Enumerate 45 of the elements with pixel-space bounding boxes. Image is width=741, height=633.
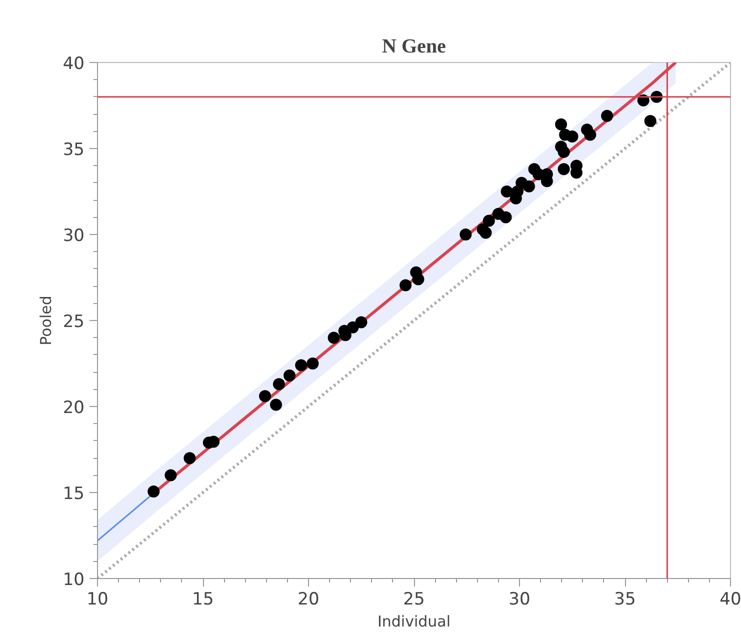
point — [328, 332, 340, 344]
point — [259, 390, 272, 402]
point — [164, 469, 177, 482]
x-axis-title: Individual — [377, 612, 451, 630]
x-tick-label: 35 — [614, 590, 636, 610]
x-tick-label: 25 — [403, 590, 425, 610]
y-tick-label: 10 — [62, 570, 85, 590]
x-tick-label: 10 — [86, 590, 108, 610]
point — [148, 485, 160, 498]
point — [522, 180, 535, 192]
point — [346, 321, 359, 334]
y-axis-title: Pooled — [36, 296, 55, 346]
point — [412, 273, 424, 286]
point — [644, 114, 656, 127]
point — [500, 211, 512, 224]
point — [284, 370, 296, 382]
point — [270, 398, 282, 411]
point — [555, 118, 568, 130]
point — [482, 214, 495, 227]
point — [306, 358, 319, 370]
point — [355, 316, 368, 328]
chart-title: N Gene — [382, 36, 446, 58]
point — [566, 130, 578, 142]
point — [295, 359, 308, 372]
x-tick-label: 30 — [508, 590, 530, 610]
point — [500, 186, 513, 198]
point — [601, 110, 614, 122]
x-tick-label: 40 — [720, 590, 741, 610]
point — [272, 378, 285, 390]
y-tick-label: 15 — [62, 484, 85, 504]
point — [480, 226, 492, 239]
y-tick-label: 25 — [62, 312, 85, 332]
point — [558, 163, 570, 176]
x-tick-label: 20 — [298, 590, 320, 610]
y-tick-label: 20 — [62, 398, 85, 418]
point — [184, 452, 196, 464]
point — [400, 279, 412, 292]
y-tick-label: 35 — [62, 140, 85, 160]
point — [558, 146, 570, 158]
point — [460, 228, 472, 240]
point — [584, 128, 596, 141]
y-tick-label: 40 — [62, 54, 85, 74]
point — [511, 186, 524, 198]
x-tick-label: 15 — [192, 590, 214, 610]
y-tick-label: 30 — [62, 226, 85, 246]
